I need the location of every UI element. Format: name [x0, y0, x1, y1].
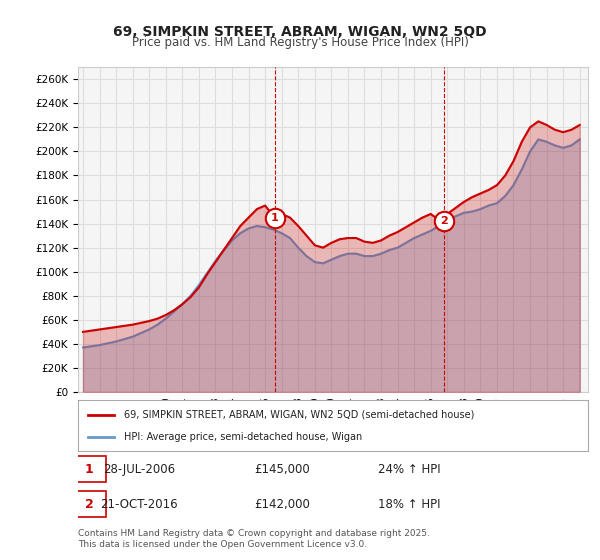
Text: £142,000: £142,000 — [254, 498, 310, 511]
Text: Price paid vs. HM Land Registry's House Price Index (HPI): Price paid vs. HM Land Registry's House … — [131, 36, 469, 49]
Text: Contains HM Land Registry data © Crown copyright and database right 2025.
This d: Contains HM Land Registry data © Crown c… — [78, 529, 430, 549]
Text: 2: 2 — [440, 216, 448, 226]
Text: 24% ↑ HPI: 24% ↑ HPI — [378, 463, 441, 476]
Text: 69, SIMPKIN STREET, ABRAM, WIGAN, WN2 5QD: 69, SIMPKIN STREET, ABRAM, WIGAN, WN2 5Q… — [113, 25, 487, 39]
Text: 1: 1 — [271, 213, 278, 222]
Text: £145,000: £145,000 — [254, 463, 310, 476]
Text: 21-OCT-2016: 21-OCT-2016 — [100, 498, 178, 511]
Text: 18% ↑ HPI: 18% ↑ HPI — [378, 498, 441, 511]
FancyBboxPatch shape — [73, 492, 106, 517]
Text: 2: 2 — [85, 498, 94, 511]
Text: 1: 1 — [85, 463, 94, 476]
Text: HPI: Average price, semi-detached house, Wigan: HPI: Average price, semi-detached house,… — [124, 432, 362, 442]
Text: 28-JUL-2006: 28-JUL-2006 — [103, 463, 175, 476]
Text: 69, SIMPKIN STREET, ABRAM, WIGAN, WN2 5QD (semi-detached house): 69, SIMPKIN STREET, ABRAM, WIGAN, WN2 5Q… — [124, 409, 474, 419]
FancyBboxPatch shape — [73, 456, 106, 482]
